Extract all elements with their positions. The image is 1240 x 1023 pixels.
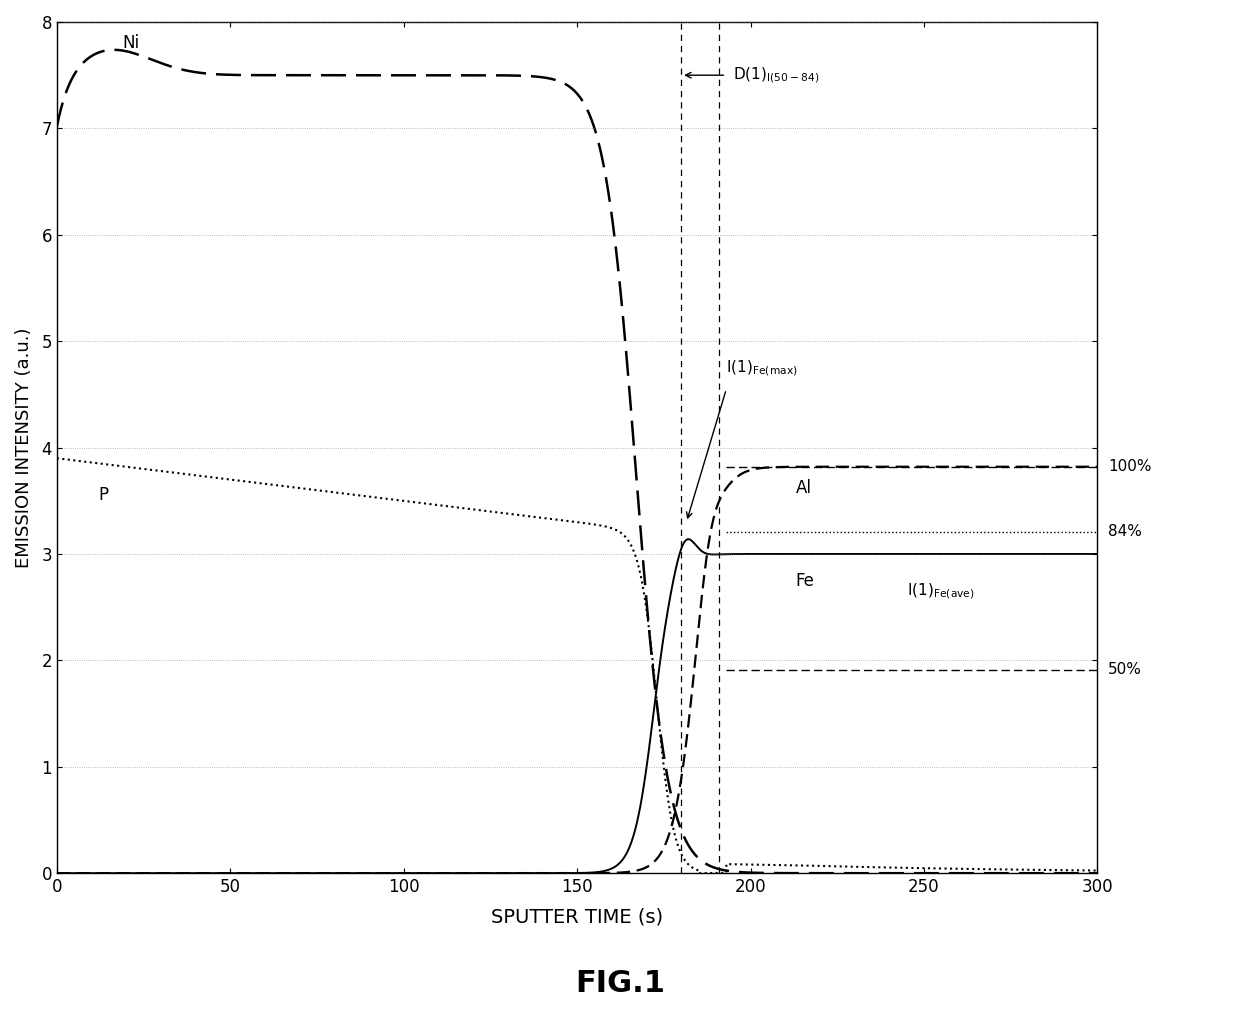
Text: D(1)$_{\mathregular{I(50-84)}}$: D(1)$_{\mathregular{I(50-84)}}$ [733, 65, 820, 85]
Text: 100%: 100% [1107, 459, 1152, 475]
X-axis label: SPUTTER TIME (s): SPUTTER TIME (s) [491, 907, 663, 926]
Text: I(1)$_{\mathregular{Fe(ave)}}$: I(1)$_{\mathregular{Fe(ave)}}$ [906, 581, 975, 602]
Text: P: P [98, 487, 109, 504]
Text: Fe: Fe [796, 572, 815, 589]
Y-axis label: EMISSION INTENSITY (a.u.): EMISSION INTENSITY (a.u.) [15, 327, 33, 568]
Text: I(1)$_{\mathregular{Fe(max)}}$: I(1)$_{\mathregular{Fe(max)}}$ [727, 359, 799, 379]
Text: Al: Al [796, 479, 812, 497]
Text: 50%: 50% [1107, 663, 1142, 677]
Text: FIG.1: FIG.1 [575, 970, 665, 998]
Text: 84%: 84% [1107, 524, 1142, 539]
Text: Ni: Ni [123, 34, 140, 52]
